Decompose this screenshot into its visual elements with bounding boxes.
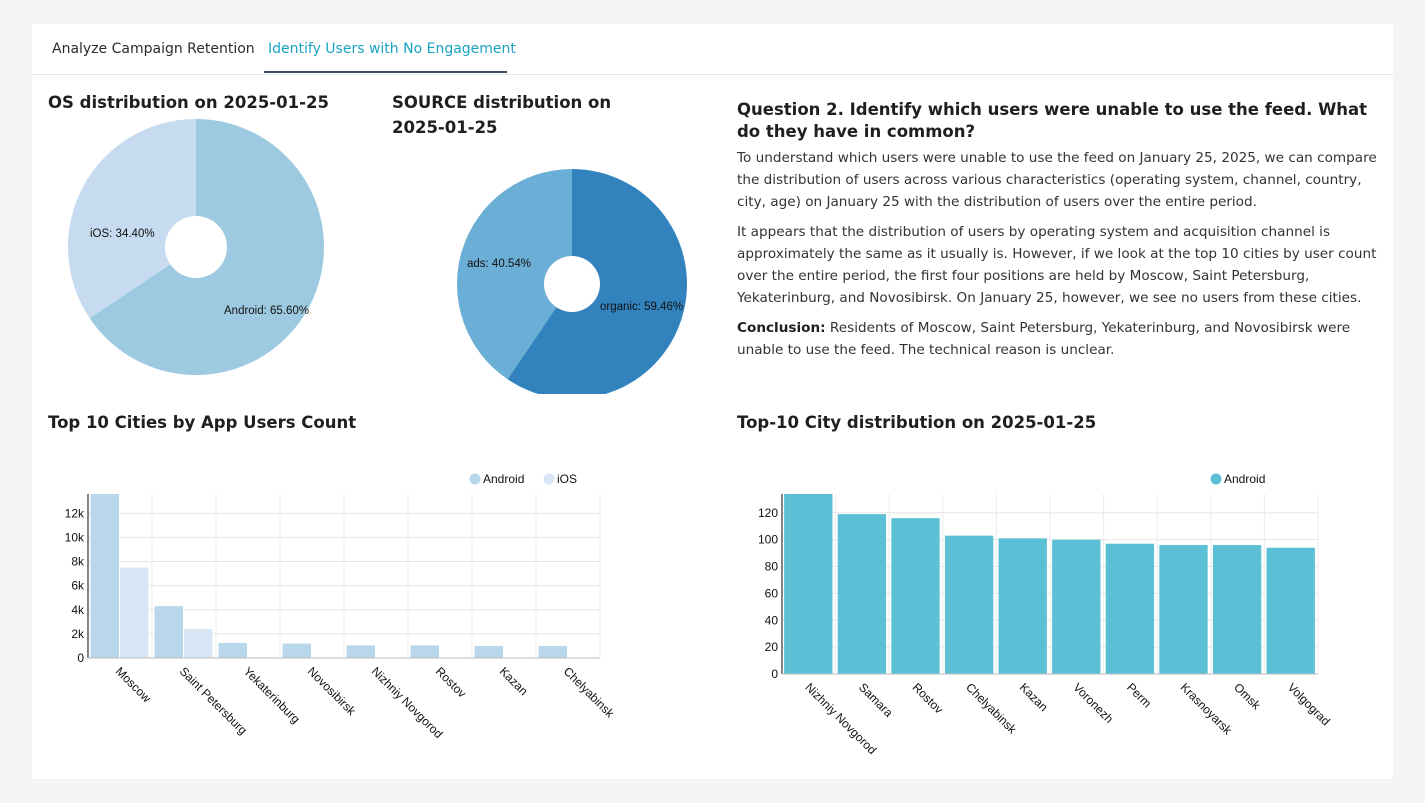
pie-slice-ios <box>68 119 196 319</box>
bar-ios-saint-petersburg <box>184 629 213 658</box>
y-tick-label: 10k <box>65 530 85 544</box>
bar-android-samara <box>837 514 887 674</box>
y-tick-label: 20 <box>765 640 779 654</box>
y-tick-label: 8k <box>71 555 85 569</box>
y-tick-label: 100 <box>758 533 778 547</box>
legend-label-android: Android <box>483 472 524 486</box>
y-tick-label: 40 <box>765 613 779 627</box>
pie-label-android: Android: 65.60% <box>224 305 309 317</box>
conclusion-text: Residents of Moscow, Saint Petersburg, Y… <box>737 320 1351 358</box>
y-tick-label: 0 <box>77 651 84 665</box>
pie-label-ios: iOS: 34.40% <box>90 228 155 240</box>
y-tick-label: 80 <box>765 560 779 574</box>
x-tick-label-chelyabinsk: Chelyabinsk <box>963 680 1020 737</box>
y-tick-label: 4k <box>71 603 85 617</box>
pie-label-organic: organic: 59.46% <box>600 301 683 313</box>
y-tick-label: 60 <box>765 586 779 600</box>
y-tick-label: 120 <box>758 506 778 520</box>
x-tick-label-rostov: Rostov <box>433 664 469 700</box>
cities-chart-title: Top 10 Cities by App Users Count <box>48 413 357 432</box>
bar-android-chelyabinsk <box>944 535 994 674</box>
city-distribution-chart-title: Top-10 City distribution on 2025-01-25 <box>737 413 1097 432</box>
bar-android-rostov <box>410 645 439 658</box>
question-paragraph-1: To understand which users were unable to… <box>737 150 1377 210</box>
y-tick-label: 2k <box>71 627 85 641</box>
bar-android-chelyabinsk <box>538 645 567 658</box>
legend-marker-android <box>1210 473 1222 485</box>
legend-marker-android <box>469 473 481 485</box>
dashboard-card: Analyze Campaign Retention Identify User… <box>32 24 1393 779</box>
x-tick-label-novosibirsk: Novosibirsk <box>305 664 359 718</box>
x-tick-label-omsk: Omsk <box>1231 680 1264 713</box>
bar-android-nizhniy-novgorod <box>784 494 833 674</box>
tab-analyze-campaign-retention[interactable]: Analyze Campaign Retention <box>52 41 255 57</box>
conclusion-paragraph: Conclusion: Residents of Moscow, Saint P… <box>737 317 1377 361</box>
x-tick-label-volgograd: Volgograd <box>1285 680 1333 728</box>
x-tick-label-nizhniy-novgorod: Nizhniy Novgorod <box>369 664 446 741</box>
bar-android-perm <box>1105 543 1155 674</box>
x-tick-label-rostov: Rostov <box>910 680 946 716</box>
bar-android-nizhniy-novgorod <box>346 645 375 658</box>
active-tab-indicator <box>264 71 507 73</box>
bar-android-moscow <box>90 494 119 658</box>
os-chart-title: OS distribution on 2025-01-25 <box>48 93 329 112</box>
x-tick-label-saint-petersburg: Saint Petersburg <box>177 664 250 737</box>
source-chart-title: SOURCE distribution on 2025-01-25 <box>392 93 612 137</box>
legend-label-ios: iOS <box>557 472 577 486</box>
x-tick-label-chelyabinsk: Chelyabinsk <box>561 664 618 721</box>
question-paragraph-2: It appears that the distribution of user… <box>737 224 1377 306</box>
y-tick-label: 0 <box>771 667 778 681</box>
bar-android-novosibirsk <box>282 643 311 658</box>
tab-bar: Analyze Campaign Retention Identify User… <box>32 24 1393 75</box>
bar-android-omsk <box>1212 545 1262 674</box>
os-pie-chart: Android: 65.60% iOS: 34.40% <box>68 119 324 375</box>
bar-android-volgograd <box>1266 547 1315 674</box>
bar-android-saint-petersburg <box>154 606 183 658</box>
bar-ios-moscow <box>120 567 149 658</box>
donut-hole <box>165 216 227 278</box>
cities-bar-chart: 0 2k 4k 6k 8k 10k 12k Moscow Saint PetersburgYek… <box>65 472 618 741</box>
x-tick-label-krasnoyarsk: Krasnoyarsk <box>1178 680 1236 738</box>
bar-android-kazan <box>998 538 1047 674</box>
y-tick-label: 6k <box>71 579 85 593</box>
bar-android-rostov <box>891 518 940 674</box>
donut-hole <box>544 256 600 312</box>
x-tick-label-moscow: Moscow <box>113 664 154 705</box>
legend-marker-ios <box>543 473 555 485</box>
x-tick-label-samara: Samara <box>856 680 896 720</box>
x-tick-label-yekaterinburg: Yekaterinburg <box>241 664 303 726</box>
bar-android-kazan <box>474 645 503 658</box>
x-tick-label-kazan: Kazan <box>497 664 531 698</box>
bar-android-voronezh <box>1052 539 1101 674</box>
conclusion-label: Conclusion: <box>737 320 826 336</box>
x-tick-label-kazan: Kazan <box>1017 680 1051 714</box>
bar-android-yekaterinburg <box>218 642 247 658</box>
y-tick-label: 12k <box>65 506 85 520</box>
x-tick-label-perm: Perm <box>1124 680 1154 710</box>
bar-android-krasnoyarsk <box>1159 545 1208 674</box>
legend-label-android: Android <box>1224 472 1265 486</box>
pie-slice-ads <box>456 169 572 380</box>
question-title: Question 2. Identify which users were un… <box>737 100 1368 141</box>
x-tick-label-voronezh: Voronezh <box>1070 680 1116 726</box>
source-pie-chart: organic: 59.46% ads: 40.54% <box>456 169 687 394</box>
tab-identify-users-no-engagement[interactable]: Identify Users with No Engagement <box>268 41 516 57</box>
pie-label-ads: ads: 40.54% <box>467 258 531 270</box>
